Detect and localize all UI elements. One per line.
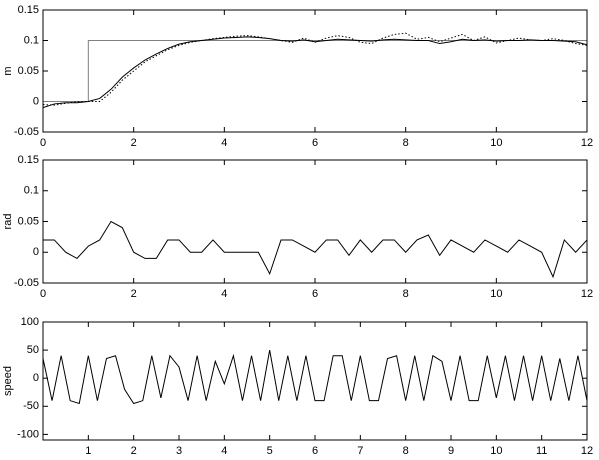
axes-frame xyxy=(42,9,588,133)
x-tick-label: 4 xyxy=(221,137,227,149)
y-tick-label: 0.05 xyxy=(18,65,39,77)
y-tick-label: 50 xyxy=(27,344,39,356)
series-line xyxy=(42,32,588,106)
x-tick-label: 4 xyxy=(221,445,227,457)
y-tick-label: 0 xyxy=(33,246,39,258)
y-tick-label: -100 xyxy=(17,428,39,440)
y-tick-label: 0.05 xyxy=(18,215,39,227)
x-tick-label: 11 xyxy=(536,445,547,457)
x-tick-label: 2 xyxy=(131,137,137,149)
y-tick-label: 0 xyxy=(33,372,39,384)
x-tick-label: 7 xyxy=(357,445,363,457)
x-tick-label: 10 xyxy=(490,288,502,300)
y-axis-label: speed xyxy=(2,366,14,396)
x-tick-label: 12 xyxy=(581,288,593,300)
axes-frame xyxy=(42,159,588,284)
y-tick-label: -0.05 xyxy=(14,126,39,138)
series-line xyxy=(43,40,587,102)
y-tick-label: 0.15 xyxy=(18,154,39,166)
x-tick-label: 12 xyxy=(581,137,593,149)
x-tick-label: 6 xyxy=(312,445,318,457)
x-tick-label: 2 xyxy=(131,288,137,300)
x-tick-label: 0 xyxy=(40,137,46,149)
x-tick-label: 0 xyxy=(40,288,46,300)
series-line xyxy=(42,36,588,109)
x-tick-label: 6 xyxy=(312,288,318,300)
x-tick-label: 8 xyxy=(403,445,409,457)
x-tick-label: 1 xyxy=(85,445,91,457)
y-tick-label: 100 xyxy=(21,316,39,328)
y-tick-label: -50 xyxy=(23,400,39,412)
x-tick-label: 5 xyxy=(267,445,273,457)
x-tick-label: 9 xyxy=(448,445,454,457)
y-axis-label: m xyxy=(2,66,14,75)
y-tick-label: -0.05 xyxy=(14,277,39,289)
y-tick-label: 0.15 xyxy=(18,4,39,16)
x-tick-label: 8 xyxy=(403,137,409,149)
y-tick-label: 0.1 xyxy=(24,185,39,197)
x-tick-label: 8 xyxy=(403,288,409,300)
x-tick-label: 2 xyxy=(131,445,137,457)
x-tick-label: 10 xyxy=(490,137,502,149)
x-tick-label: 4 xyxy=(221,288,227,300)
y-tick-label: 0.1 xyxy=(24,34,39,46)
x-tick-label: 6 xyxy=(312,137,318,149)
x-tick-label: 12 xyxy=(581,445,593,457)
series-line xyxy=(43,220,588,279)
x-tick-label: 10 xyxy=(490,445,502,457)
y-tick-label: 0 xyxy=(33,95,39,107)
axes-frame xyxy=(42,321,588,441)
series-line xyxy=(42,350,588,405)
x-tick-label: 3 xyxy=(176,445,182,457)
y-axis-label: rad xyxy=(2,214,14,230)
